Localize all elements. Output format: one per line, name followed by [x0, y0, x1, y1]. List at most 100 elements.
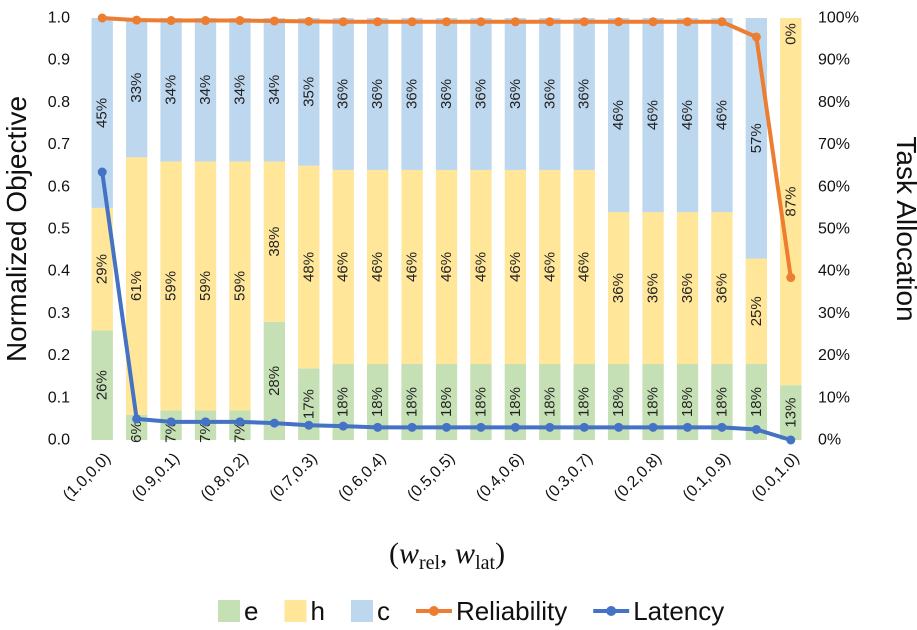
bar-label-h-19: 25%: [748, 296, 765, 326]
bar-h-7: [332, 169, 354, 365]
bar-label-h-15: 36%: [610, 273, 627, 303]
right-tick-6: 60%: [818, 178, 850, 195]
bar-h-20: [780, 18, 802, 386]
bar-h-6: [298, 165, 320, 369]
bar-e-8: [366, 364, 389, 440]
legend-marker-latency: [606, 606, 617, 616]
bar-label-c-2: 34%: [163, 75, 180, 105]
bar-label-h-14: 46%: [576, 252, 593, 282]
bar-h-10: [435, 169, 458, 365]
bar-label-h-7: 46%: [335, 252, 352, 282]
bar-label-e-14: 18%: [576, 387, 593, 417]
left-tick-5: 0.5: [48, 221, 70, 238]
bar-label-e-10: 18%: [438, 387, 455, 417]
bar-label-e-5: 28%: [266, 366, 283, 396]
bar-label-h-16: 36%: [645, 273, 662, 303]
bar-label-c-15: 46%: [610, 100, 627, 130]
bar-label-c-4: 34%: [231, 75, 248, 105]
point-latency-10: [442, 422, 451, 432]
legend-label-reliability: Reliability: [456, 596, 567, 626]
x-tick-9: (0.1,0.9): [680, 450, 734, 504]
bar-label-e-18: 18%: [713, 387, 730, 417]
bar-e-7: [332, 364, 354, 440]
left-tick-7: 0.7: [48, 136, 70, 153]
x-tick-0: (1.0,0.0): [60, 450, 114, 504]
bar-label-h-9: 46%: [404, 252, 421, 282]
right-axis-title: Task Allocation: [891, 136, 917, 321]
legend-swatch-c: [350, 600, 373, 622]
bar-label-c-8: 36%: [369, 79, 386, 109]
point-reliability-3: [201, 16, 210, 26]
legend-item-h: h: [284, 596, 325, 626]
point-reliability-11: [476, 17, 486, 27]
point-reliability-6: [304, 16, 314, 26]
bar-label-e-16: 18%: [645, 387, 662, 417]
right-axis-ticks: 0% 10% 20% 30% 40% 50% 60% 70% 80% 90% 100%: [818, 10, 859, 449]
left-tick-4: 0.4: [48, 263, 70, 280]
legend-label-h: h: [310, 596, 324, 626]
bar-e-13: [539, 364, 561, 440]
point-reliability-10: [442, 17, 451, 27]
right-tick-3: 30%: [818, 305, 850, 322]
bar-c-12: [504, 18, 527, 170]
bar-label-h-17: 36%: [679, 273, 696, 303]
bar-h-14: [573, 169, 595, 365]
right-tick-2: 20%: [818, 347, 850, 364]
point-reliability-9: [407, 17, 417, 27]
x-tick-1: (0.9,0.1): [129, 450, 183, 504]
x-tick-10: (0.0,1.0): [749, 450, 803, 504]
point-latency-11: [476, 422, 486, 432]
bar-e-18: [711, 364, 733, 440]
bar-e-9: [401, 364, 423, 440]
right-tick-8: 80%: [818, 94, 850, 111]
bar-label-h-12: 46%: [507, 252, 524, 282]
point-latency-3: [201, 417, 210, 427]
bar-label-h-10: 46%: [438, 252, 455, 282]
bar-label-h-11: 46%: [472, 252, 489, 282]
x-tick-3: (0.7,0.3): [267, 450, 321, 504]
point-latency-18: [717, 422, 727, 432]
bar-h-2: [160, 161, 182, 411]
bar-c-15: [607, 18, 630, 213]
bar-label-c-18: 46%: [713, 100, 730, 130]
left-tick-9: 0.9: [48, 52, 70, 69]
x-tick-6: (0.4,0.6): [473, 450, 527, 504]
x-tick-8: (0.2,0.8): [611, 450, 665, 504]
point-latency-7: [338, 421, 348, 431]
x-tick-4: (0.6,0.4): [335, 450, 389, 504]
bar-label-h-6: 48%: [300, 252, 317, 282]
left-tick-0: 0.0: [48, 432, 70, 449]
bar-h-19: [745, 258, 768, 365]
right-tick-7: 70%: [818, 136, 850, 153]
bar-label-c-0: 45%: [94, 98, 111, 128]
bar-h-8: [366, 169, 389, 365]
bar-label-h-0: 29%: [94, 254, 111, 284]
bar-c-4: [229, 18, 251, 162]
bar-h-0: [91, 207, 113, 331]
bar-h-15: [607, 212, 630, 365]
bar-label-c-6: 35%: [300, 77, 317, 107]
bar-c-7: [332, 18, 354, 170]
left-tick-6: 0.6: [48, 178, 70, 195]
bar-label-c-7: 36%: [335, 79, 352, 109]
point-latency-0: [97, 167, 107, 177]
right-tick-0: 0%: [818, 432, 841, 449]
bar-c-1: [125, 18, 148, 158]
left-tick-3: 0.3: [48, 305, 70, 322]
bar-label-e-3: 7%: [197, 421, 214, 443]
point-latency-5: [269, 418, 279, 428]
legend-item-c: c: [350, 596, 390, 626]
point-latency-6: [304, 420, 314, 430]
point-latency-19: [751, 424, 761, 434]
bar-e-16: [642, 364, 664, 440]
bar-label-h-5: 38%: [266, 227, 283, 257]
bar-label-h-2: 59%: [163, 271, 180, 301]
right-tick-9: 90%: [818, 52, 850, 69]
bar-label-h-1: 61%: [128, 271, 145, 301]
bar-label-e-1: 6%: [128, 421, 145, 443]
point-latency-14: [579, 422, 589, 432]
bar-label-e-17: 18%: [679, 387, 696, 417]
legend-label-latency: Latency: [633, 596, 724, 626]
bar-e-15: [607, 364, 630, 440]
